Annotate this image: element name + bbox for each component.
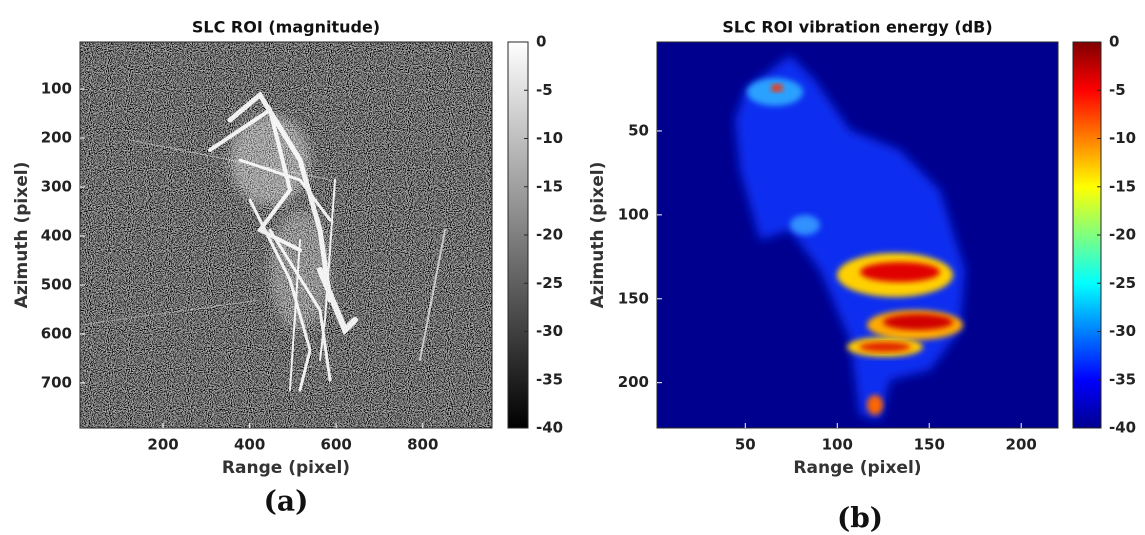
x-tick-label: 800: [407, 436, 438, 454]
colorbar-tick-label: -30: [1109, 322, 1136, 340]
colorbar-tick-label: -40: [536, 419, 563, 437]
colorbar-tick-label: -30: [536, 322, 563, 340]
y-tick-label: 200: [41, 129, 72, 147]
colorbar-tick-label: -25: [1109, 274, 1136, 292]
colorbar-tick-label: -20: [1109, 226, 1136, 244]
colorbar-tick-label: -25: [536, 274, 563, 292]
colorbar-tick-label: -15: [1109, 177, 1136, 195]
y-tick-label: 100: [41, 80, 72, 98]
colorbar-tick-label: -10: [1109, 129, 1136, 147]
x-tick-label: 200: [1006, 436, 1037, 454]
x-axis-label: Range (pixel): [222, 458, 350, 478]
magnitude-image: [80, 42, 492, 428]
colorbar-tick-label: 0: [1109, 33, 1119, 51]
colorbar-tick-label: -10: [536, 129, 563, 147]
y-tick-label: 400: [41, 226, 72, 244]
y-tick-label: 300: [41, 177, 72, 195]
colorbar-tick-label: -40: [1109, 419, 1136, 437]
y-tick-label: 200: [618, 373, 649, 391]
x-tick-label: 600: [321, 436, 352, 454]
chart-title: SLC ROI (magnitude): [192, 18, 380, 37]
x-tick-label: 200: [147, 436, 178, 454]
axes-frame: [79, 41, 493, 429]
y-tick-label: 700: [41, 373, 72, 391]
vibration-image: [657, 42, 1058, 428]
x-tick-label: 50: [735, 436, 756, 454]
x-axis-label: Range (pixel): [793, 458, 921, 478]
y-tick-label: 100: [618, 205, 649, 223]
colorbar-tick-label: -35: [1109, 370, 1136, 388]
panel-caption: (a): [264, 485, 309, 518]
colorbar-tick-label: -35: [536, 370, 563, 388]
y-tick-label: 600: [41, 324, 72, 342]
x-tick-label: 100: [822, 436, 853, 454]
colorbar-tick-label: -20: [536, 226, 563, 244]
colorbar-tick-label: -5: [536, 81, 553, 99]
y-tick-label: 500: [41, 275, 72, 293]
y-axis-label: Azimuth (pixel): [588, 162, 608, 309]
colorbar-tick-label: -15: [536, 177, 563, 195]
x-tick-label: 150: [914, 436, 945, 454]
colorbar: [1072, 41, 1102, 429]
colorbar-tick-label: -5: [1109, 81, 1126, 99]
y-tick-label: 50: [628, 121, 649, 139]
x-tick-label: 400: [234, 436, 265, 454]
panel-caption: (b): [837, 502, 883, 535]
axes-frame: [656, 41, 1059, 429]
colorbar-tick-label: 0: [536, 33, 546, 51]
y-axis-label: Azimuth (pixel): [12, 162, 32, 309]
chart-title: SLC ROI vibration energy (dB): [722, 18, 992, 37]
y-tick-label: 150: [618, 289, 649, 307]
